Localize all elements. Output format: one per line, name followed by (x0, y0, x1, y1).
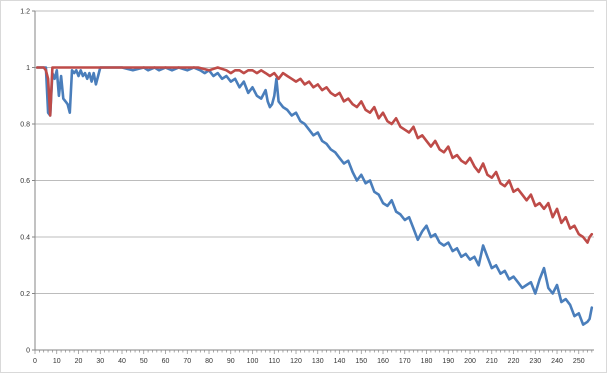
x-tick-label: 160 (377, 358, 389, 365)
x-tick-label: 150 (355, 358, 367, 365)
x-tick-label: 130 (312, 358, 324, 365)
x-tick-label: 40 (118, 358, 126, 365)
x-tick-label: 90 (227, 358, 235, 365)
y-tick-label: 0.8 (20, 122, 30, 129)
x-tick-label: 80 (205, 358, 213, 365)
x-tick-label: 20 (75, 358, 83, 365)
x-tick-label: 50 (140, 358, 148, 365)
x-tick-label: 250 (573, 358, 585, 365)
y-tick-label: 0.2 (20, 291, 30, 298)
x-tick-label: 120 (290, 358, 302, 365)
x-tick-label: 60 (162, 358, 170, 365)
x-tick-label: 30 (96, 358, 104, 365)
x-tick-label: 210 (486, 358, 498, 365)
x-tick-label: 170 (399, 358, 411, 365)
y-tick-label: 0 (26, 348, 30, 355)
y-tick-label: 1.2 (20, 9, 30, 16)
x-tick-label: 70 (183, 358, 191, 365)
red-series-line (35, 66, 594, 244)
x-tick-label: 220 (508, 358, 520, 365)
y-tick-label: 1 (26, 65, 30, 72)
x-tick-label: 10 (53, 358, 61, 365)
x-tick-label: 0 (33, 358, 37, 365)
y-tick-label: 0.6 (20, 178, 30, 185)
x-tick-label: 100 (247, 358, 259, 365)
x-tick-label: 190 (442, 358, 454, 365)
blue-series-line (35, 66, 594, 326)
x-tick-label: 230 (529, 358, 541, 365)
y-tick-label: 0.4 (20, 235, 30, 242)
x-tick-label: 180 (421, 358, 433, 365)
x-tick-label: 240 (551, 358, 563, 365)
x-tick-label: 200 (464, 358, 476, 365)
x-tick-label: 110 (269, 358, 280, 365)
x-tick-label: 140 (334, 358, 346, 365)
